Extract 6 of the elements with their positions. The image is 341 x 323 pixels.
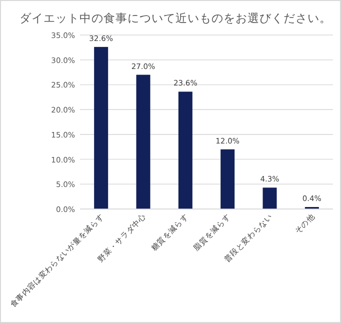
bar (94, 46, 108, 209)
bar (136, 74, 150, 209)
chart-title: ダイエット中の食事について近いものをお選びください。 (20, 11, 332, 25)
bar (220, 149, 235, 209)
bar (178, 92, 192, 209)
bar (262, 188, 277, 209)
